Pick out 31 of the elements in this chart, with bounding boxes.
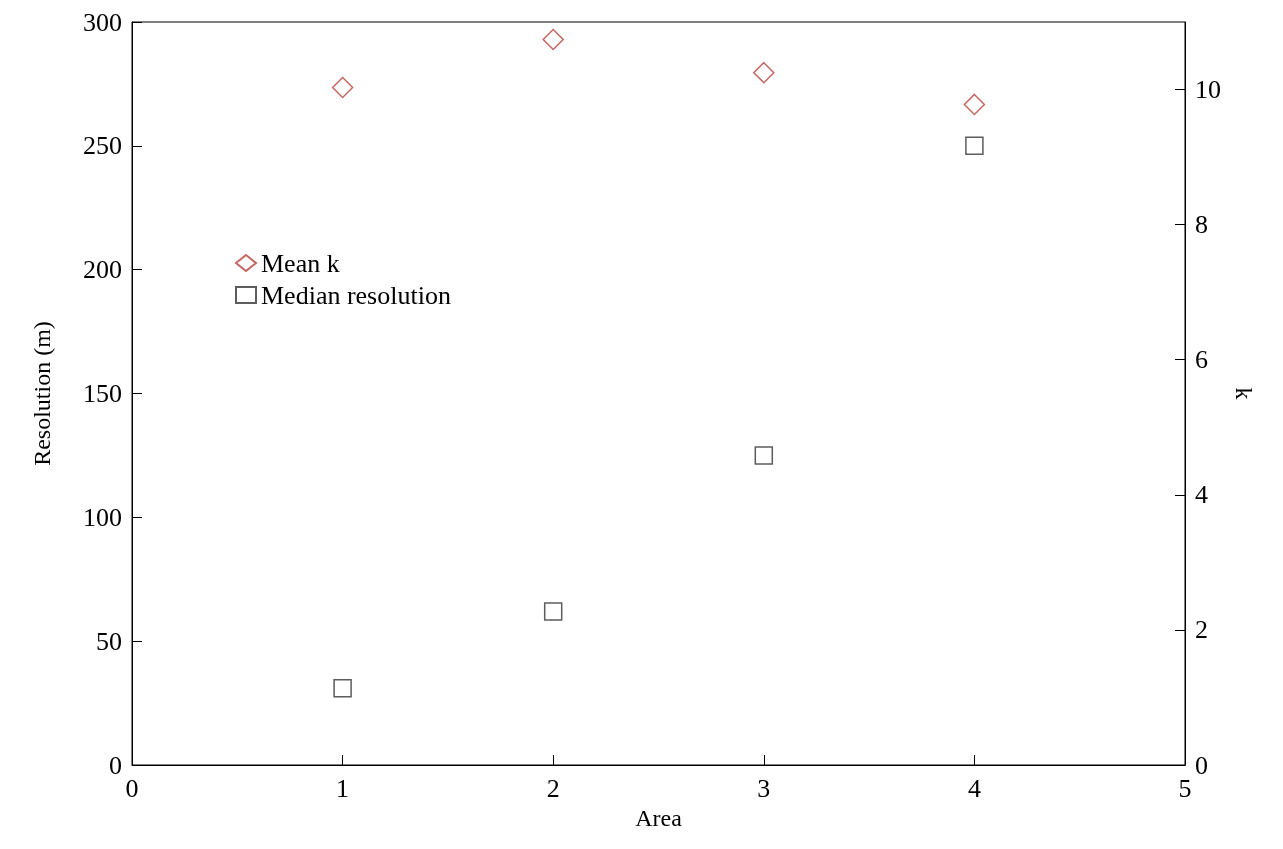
x-tick-label: 4 (967, 773, 981, 803)
x-tick-label: 3 (757, 773, 771, 803)
y-axis-title: Resolution (m) (29, 321, 55, 466)
y2-tick-label: 8 (1195, 210, 1208, 240)
y2-tick-label: 2 (1195, 615, 1208, 645)
point (965, 136, 984, 156)
point (543, 602, 563, 621)
point (754, 446, 774, 465)
y-tick-label: 100 (83, 502, 122, 532)
point (963, 93, 986, 116)
point (333, 678, 352, 698)
y-tick-label: 300 (83, 7, 122, 37)
point (331, 76, 354, 99)
x-axis-title: Area (635, 804, 683, 831)
legend-label: Median resolution (261, 280, 451, 310)
y-tick-label: 50 (96, 626, 122, 656)
x-tick-label: 5 (1178, 773, 1192, 803)
point (542, 28, 564, 51)
y-tick-label: 0 (109, 750, 122, 780)
y-tick-label: 150 (83, 379, 122, 408)
x-tick-label: 1 (336, 773, 350, 803)
y2-tick-label: 10 (1195, 75, 1221, 105)
y2-tick-label: 4 (1195, 480, 1208, 510)
y-tick-label: 250 (83, 131, 122, 161)
y2-axis-title: k (1230, 387, 1257, 400)
y2-tick-label: 6 (1195, 345, 1208, 375)
legend-label: Mean k (261, 248, 340, 278)
x-tick-label: 2 (546, 773, 560, 803)
y2-tick-label: 0 (1195, 750, 1208, 780)
y-tick-label: 200 (83, 255, 122, 285)
point (753, 61, 775, 84)
